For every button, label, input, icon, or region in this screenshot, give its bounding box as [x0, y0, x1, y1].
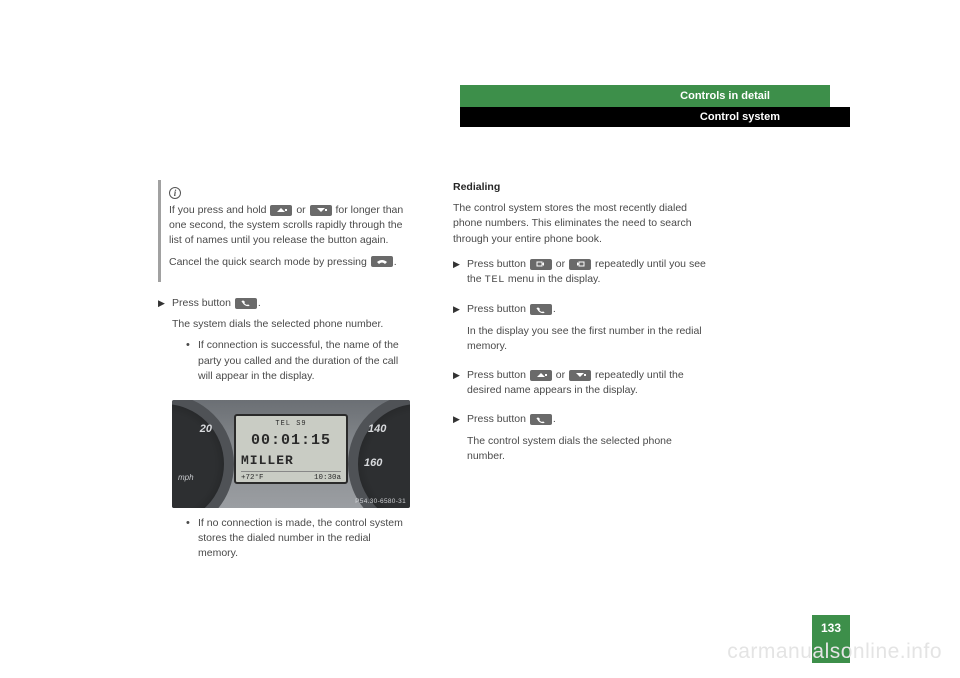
- figure-label: P54.30-6580-31: [355, 497, 406, 506]
- step-text: Press button .: [172, 296, 413, 311]
- column-left: i If you press and hold or for longer th…: [158, 180, 413, 570]
- up-plus-button-icon: [530, 370, 552, 381]
- gauge-number: 160: [364, 456, 382, 472]
- bullet-item: • If connection is successful, the name …: [186, 338, 413, 384]
- page-number: 133: [821, 621, 841, 635]
- lcd-header: TEL S9: [241, 419, 341, 429]
- text: .: [394, 256, 397, 268]
- redialing-heading: Redialing: [453, 180, 708, 195]
- info-icon: i: [169, 187, 181, 199]
- step-result: In the display you see the first number …: [467, 324, 708, 354]
- text: Press button: [172, 297, 234, 309]
- step-body: Press button . The system dials the sele…: [172, 296, 413, 392]
- text: Cancel the quick search mode by pressing: [169, 256, 370, 268]
- watermark: carmanualsonline.info: [727, 640, 942, 664]
- text: Press button: [467, 258, 529, 270]
- end-call-button-icon: [371, 256, 393, 267]
- step-body: Press button . In the display you see th…: [467, 302, 708, 360]
- bullet-dot-icon: •: [186, 516, 198, 562]
- step-text: Press button .: [467, 302, 708, 317]
- call-button-icon: [235, 298, 257, 309]
- step-text: Press button or repeatedly until you see…: [467, 257, 708, 288]
- step-navigate-tel: ▶ Press button or repeatedly until you s…: [453, 257, 708, 294]
- text: or: [553, 369, 568, 381]
- step-marker-icon: ▶: [453, 302, 467, 360]
- text: Press button: [467, 413, 529, 425]
- step-marker-icon: ▶: [453, 368, 467, 404]
- page-header: Controls in detail Control system: [460, 85, 830, 127]
- text: .: [553, 303, 556, 315]
- step-dial-selected: ▶ Press button . The control system dial…: [453, 412, 708, 470]
- section-title: Controls in detail: [680, 90, 770, 102]
- step-text: Press button or repeatedly until the des…: [467, 368, 708, 398]
- text: If you press and hold: [169, 204, 269, 216]
- bullet-list: • If no connection is made, the control …: [158, 516, 413, 562]
- lcd-temperature: +72°F: [241, 473, 264, 484]
- lcd-status-bar: +72°F 10:30a: [241, 471, 341, 484]
- down-minus-button-icon: [310, 205, 332, 216]
- bullet-dot-icon: •: [186, 338, 198, 384]
- info-paragraph-2: Cancel the quick search mode by pressing…: [169, 255, 413, 270]
- step-press-call-2: ▶ Press button . In the display you see …: [453, 302, 708, 360]
- bullet-item: • If no connection is made, the control …: [186, 516, 413, 562]
- info-paragraph-1: If you press and hold or for longer than…: [169, 203, 413, 249]
- header-section-bar: Controls in detail: [460, 85, 830, 107]
- right-gauge: 140 160: [348, 400, 410, 508]
- step-body: Press button or repeatedly until you see…: [467, 257, 708, 294]
- left-gauge: 20: [172, 400, 234, 508]
- manual-page: Controls in detail Control system i If y…: [130, 85, 830, 645]
- step-press-call: ▶ Press button . The system dials the se…: [158, 296, 413, 392]
- instrument-cluster-display: 20 140 160 mph TEL S9 00:01:15 MILLER +7…: [172, 400, 410, 508]
- step-body: Press button . The control system dials …: [467, 412, 708, 470]
- text: menu in the display.: [505, 273, 601, 285]
- up-plus-button-icon: [270, 205, 292, 216]
- header-subsection-bar: Control system: [460, 107, 830, 127]
- bullet-text: If no connection is made, the control sy…: [198, 516, 413, 562]
- mph-label: mph: [178, 472, 194, 484]
- lcd-clock: 10:30a: [314, 473, 341, 484]
- bullet-list: • If connection is successful, the name …: [172, 338, 413, 384]
- down-minus-button-icon: [569, 370, 591, 381]
- step-body: Press button or repeatedly until the des…: [467, 368, 708, 404]
- lcd-screen: TEL S9 00:01:15 MILLER +72°F 10:30a: [234, 414, 348, 484]
- step-scroll-names: ▶ Press button or repeatedly until the d…: [453, 368, 708, 404]
- info-note: i If you press and hold or for longer th…: [158, 180, 413, 282]
- call-button-icon: [530, 414, 552, 425]
- content-columns: i If you press and hold or for longer th…: [158, 180, 718, 570]
- text: Press button: [467, 303, 529, 315]
- gauge-number: 20: [200, 422, 212, 438]
- step-result: The control system dials the selected ph…: [467, 434, 708, 464]
- subsection-title: Control system: [700, 111, 780, 123]
- step-marker-icon: ▶: [453, 412, 467, 470]
- text: or: [553, 258, 568, 270]
- gauge-number: 140: [368, 422, 386, 438]
- lcd-caller-name: MILLER: [241, 452, 341, 471]
- header-end-cap: [830, 107, 850, 127]
- next-page-button-icon: [569, 259, 591, 270]
- tel-menu-label: TEL: [485, 274, 505, 286]
- text: .: [553, 413, 556, 425]
- step-marker-icon: ▶: [453, 257, 467, 294]
- column-right: Redialing The control system stores the …: [453, 180, 708, 570]
- step-result: The system dials the selected phone numb…: [172, 317, 413, 332]
- text: .: [258, 297, 261, 309]
- step-text: Press button .: [467, 412, 708, 427]
- text: Press button: [467, 369, 529, 381]
- text: or: [293, 204, 308, 216]
- call-button-icon: [530, 304, 552, 315]
- intro-paragraph: The control system stores the most recen…: [453, 201, 708, 247]
- bullet-text: If connection is successful, the name of…: [198, 338, 413, 384]
- prev-page-button-icon: [530, 259, 552, 270]
- step-marker-icon: ▶: [158, 296, 172, 392]
- lcd-call-duration: 00:01:15: [241, 430, 341, 452]
